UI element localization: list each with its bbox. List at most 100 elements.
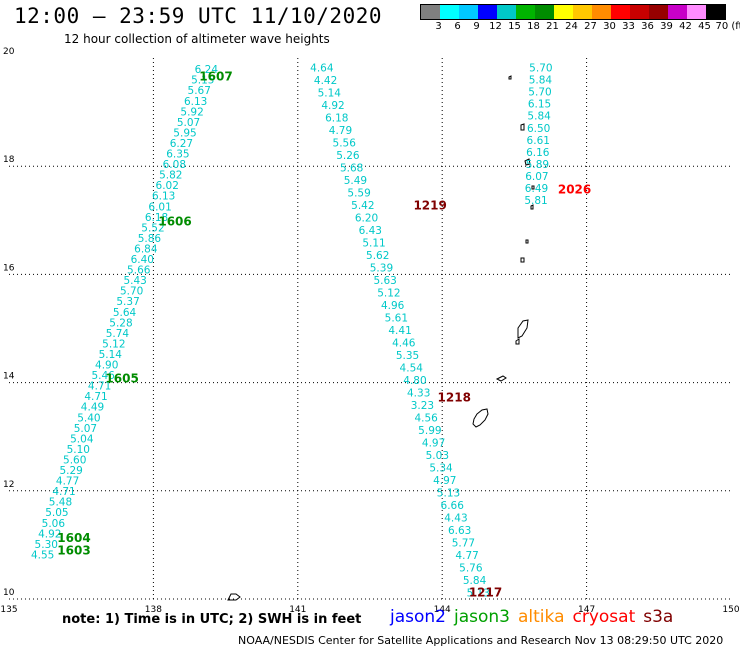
footnote: note: 1) Time is in UTC; 2) SWH is in fe… [62,612,362,627]
wave-height-value: 5.14 [318,88,342,100]
wave-height-value: 6.43 [359,225,382,237]
legend-label: 3 [435,21,442,32]
y-tick-label: 14 [3,372,15,382]
island-guam [472,408,489,428]
wave-height-value: 5.70 [529,63,552,75]
wave-height-value: 4.77 [455,550,478,562]
wave-height-value: 6.24 [195,64,219,76]
legend-swatch [554,5,573,19]
wave-height-value: 5.52 [141,222,164,234]
wave-height-value: 5.28 [109,317,132,329]
wave-height-value: 4.97 [433,475,456,487]
wave-height-value: 5.84 [463,575,487,587]
satellite-name: jason2 [390,607,446,627]
wave-height-value: 4.80 [403,375,426,387]
legend-color-bar [420,4,726,20]
legend-swatch [535,5,554,19]
y-tick-label: 20 [3,47,15,57]
y-tick-label: 18 [3,155,15,165]
legend-label: 24 [565,21,578,32]
wave-height-value: 6.61 [527,135,550,147]
satellite-name: jason3 [454,607,510,627]
pass-label: 1603 [57,544,90,558]
legend-swatch [630,5,649,19]
wave-height-value: 5.42 [351,200,374,212]
wave-height-value: 4.71 [88,381,111,393]
legend-label: 39 [660,21,673,32]
wave-height-value: 5.64 [113,307,137,319]
wave-height-value: 4.41 [388,325,411,337]
wave-height-value: 5.12 [102,338,125,350]
wave-height-value: 4.77 [56,476,79,488]
wave-height-value: 6.84 [134,243,158,255]
island-small [515,338,520,345]
island-small [495,375,507,382]
x-tick-label: 138 [145,605,162,615]
wave-height-value: 5.70 [120,286,143,298]
wave-height-value: 5.43 [123,275,146,287]
wave-height-value: 4.92 [321,100,344,112]
legend-swatch [687,5,706,19]
x-tick-label: 144 [434,605,451,615]
legend-label: 45 [698,21,711,32]
wave-height-value: 5.48 [49,497,72,509]
wave-height-value: 5.95 [173,127,196,139]
wave-height-value: 5.61 [385,312,408,324]
pass-label: 1218 [438,391,471,405]
wave-height-value: 5.67 [188,85,211,97]
wave-height-value: 5.12 [377,287,400,299]
x-tick-label: 141 [289,605,306,615]
satellite-name: s3a [643,607,674,627]
wave-height-value: 4.46 [392,337,416,349]
legend-label: 33 [622,21,635,32]
satellite-name: cryosat [572,607,636,627]
legend-label: 27 [584,21,597,32]
pass-label: 2026 [558,182,591,196]
y-tick-label: 10 [3,588,15,598]
island-small [524,158,531,166]
satellite-legend: jason2 jason3 altika cryosat s3a [390,607,681,627]
wave-height-value: 6.02 [156,180,179,192]
wave-height-value: 5.63 [373,275,396,287]
wave-height-value: 6.13 [152,191,175,203]
x-tick-label: 147 [578,605,595,615]
legend-swatch [516,5,535,19]
legend-label: 36 [641,21,654,32]
legend-swatch [649,5,668,19]
wave-height-value: 5.14 [99,349,123,361]
pass-label: 1604 [57,531,90,545]
wave-height-value: 5.76 [459,562,483,574]
legend-swatch [478,5,497,19]
wave-height-value: 4.56 [414,412,438,424]
wave-height-value: 5.39 [370,262,393,274]
island-small [531,185,535,190]
wave-height-value: 5.13 [437,487,460,499]
credit-line: NOAA/NESDIS Center for Satellite Applica… [238,634,724,647]
wave-height-value: 4.43 [444,512,467,524]
wave-height-value: 5.37 [116,296,139,308]
wave-height-value: 6.50 [527,123,550,135]
wave-height-value: 6.63 [448,525,471,537]
wave-height-value: 5.74 [106,328,130,340]
wave-height-value: 5.84 [527,111,551,123]
wave-height-value: 5.35 [396,350,419,362]
wave-height-value: 5.66 [127,265,151,277]
wave-height-value: 5.60 [63,454,86,466]
x-tick-label: 150 [722,605,739,615]
wave-height-value: 5.05 [45,507,68,519]
wave-height-value: 5.84 [529,75,553,87]
wave-height-value: 5.99 [418,425,441,437]
wave-height-value: 6.40 [131,254,154,266]
wave-height-value: 5.13 [467,587,490,599]
pass-label: 1606 [158,215,191,229]
wave-height-value: 6.20 [355,212,378,224]
legend-label: 15 [508,21,521,32]
wave-height-value: 5.77 [452,537,475,549]
wave-height-value: 6.18 [325,113,348,125]
wave-height-value: 4.54 [400,362,424,374]
wave-height-value: 5.04 [70,433,94,445]
